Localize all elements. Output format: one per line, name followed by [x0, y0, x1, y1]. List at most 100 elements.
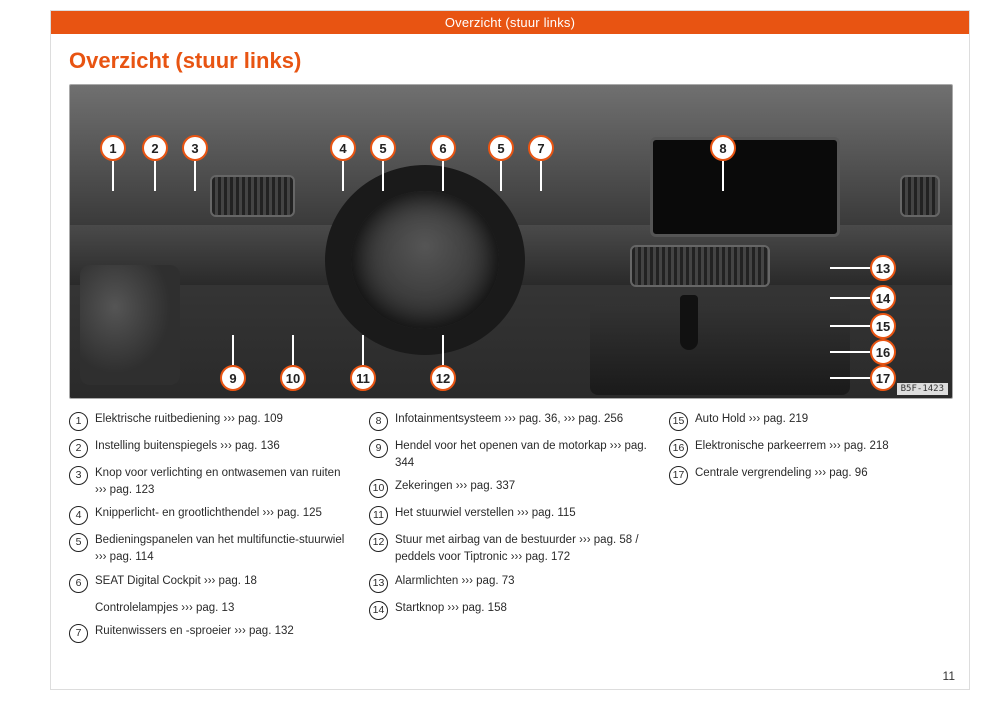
leader-line	[442, 161, 444, 191]
legend-number: 5	[69, 533, 88, 552]
legend-text: Stuur met airbag van de bestuurder ››› p…	[395, 532, 651, 565]
legend-item-13: 13 Alarmlichten ››› pag. 73	[369, 573, 651, 593]
leader-line	[722, 161, 724, 191]
legend-col-1: 1 Elektrische ruitbediening ››› pag. 109 2…	[69, 411, 351, 650]
legend-text: Het stuurwiel verstellen ››› pag. 115	[395, 505, 576, 522]
legend-item-17: 17 Centrale vergrendeling ››› pag. 96	[669, 465, 951, 485]
legend-text: Ruitenwissers en -sproeier ››› pag. 132	[95, 623, 294, 640]
legend-item-14: 14 Startknop ››› pag. 158	[369, 600, 651, 620]
callout-9: 9	[220, 365, 246, 391]
door-panel	[80, 265, 180, 385]
callout-6: 6	[430, 135, 456, 161]
page-title: Overzicht (stuur links)	[51, 34, 969, 84]
page-number: 11	[943, 669, 955, 683]
legend-number: 4	[69, 506, 88, 525]
legend-text: Hendel voor het openen van de motorkap ›…	[395, 438, 651, 471]
legend-item-10: 10 Zekeringen ››› pag. 337	[369, 478, 651, 498]
legend-columns: 1 Elektrische ruitbediening ››› pag. 109 2…	[51, 399, 969, 650]
leader-line	[232, 335, 234, 365]
gear-lever	[680, 295, 698, 350]
legend-col-3: 15 Auto Hold ››› pag. 219 16 Elektronische …	[669, 411, 951, 650]
air-vent-center	[630, 245, 770, 287]
legend-text: Alarmlichten ››› pag. 73	[395, 573, 515, 590]
legend-text: Auto Hold ››› pag. 219	[695, 411, 808, 428]
legend-number: 16	[669, 439, 688, 458]
legend-number: 7	[69, 624, 88, 643]
leader-line	[362, 335, 364, 365]
legend-number: 10	[369, 479, 388, 498]
legend-item-16: 16 Elektronische parkeerrem ››› pag. 218	[669, 438, 951, 458]
steering-wheel	[325, 165, 525, 355]
legend-number: 17	[669, 466, 688, 485]
legend-item-3: 3 Knop voor verlichting en ontwasemen van…	[69, 465, 351, 498]
legend-number: 8	[369, 412, 388, 431]
legend-text: Instelling buitenspiegels ››› pag. 136	[95, 438, 280, 455]
callout-7: 7	[528, 135, 554, 161]
leader-line	[540, 161, 542, 191]
leader-line	[830, 351, 870, 353]
legend-text: Elektronische parkeerrem ››› pag. 218	[695, 438, 889, 455]
leader-line	[830, 377, 870, 379]
legend-item-7: 7 Ruitenwissers en -sproeier ››› pag. 132	[69, 623, 351, 643]
legend-item-4: 4 Knipperlicht- en grootlichthendel ››› p…	[69, 505, 351, 525]
legend-item-2: 2 Instelling buitenspiegels ››› pag. 136	[69, 438, 351, 458]
leader-line	[830, 267, 870, 269]
dashboard-figure: B5F-1423 12345657891011121314151617	[69, 84, 953, 399]
leader-line	[382, 161, 384, 191]
callout-17: 17	[870, 365, 896, 391]
legend-number: 6	[69, 574, 88, 593]
manual-page: Overzicht (stuur links) Overzicht (stuur…	[50, 10, 970, 690]
section-header: Overzicht (stuur links)	[51, 11, 969, 34]
legend-text: Startknop ››› pag. 158	[395, 600, 507, 617]
legend-text: Knipperlicht- en grootlichthendel ››› pa…	[95, 505, 322, 522]
legend-number: 14	[369, 601, 388, 620]
callout-1: 1	[100, 135, 126, 161]
air-vent-left	[210, 175, 295, 217]
callout-12: 12	[430, 365, 456, 391]
legend-number: 2	[69, 439, 88, 458]
leader-line	[500, 161, 502, 191]
figure-code: B5F-1423	[897, 383, 948, 395]
legend-item-9: 9 Hendel voor het openen van de motorkap …	[369, 438, 651, 471]
legend-text: Controlelampjes ››› pag. 13	[95, 600, 234, 617]
callout-15: 15	[870, 313, 896, 339]
legend-item-8: 8 Infotainmentsysteem ››› pag. 36, ››› pa…	[369, 411, 651, 431]
legend-number: 11	[369, 506, 388, 525]
legend-number: 9	[369, 439, 388, 458]
legend-number: 12	[369, 533, 388, 552]
leader-line	[830, 325, 870, 327]
infotainment-screen	[650, 137, 840, 237]
callout-3: 3	[182, 135, 208, 161]
legend-text: SEAT Digital Cockpit ››› pag. 18	[95, 573, 257, 590]
callout-14: 14	[870, 285, 896, 311]
legend-number: 15	[669, 412, 688, 431]
legend-col-2: 8 Infotainmentsysteem ››› pag. 36, ››› pa…	[369, 411, 651, 650]
leader-line	[342, 161, 344, 191]
legend-text: Centrale vergrendeling ››› pag. 96	[695, 465, 868, 482]
legend-number: 3	[69, 466, 88, 485]
callout-2: 2	[142, 135, 168, 161]
legend-text: Elektrische ruitbediening ››› pag. 109	[95, 411, 283, 428]
leader-line	[194, 161, 196, 191]
legend-text: Infotainmentsysteem ››› pag. 36, ››› pag…	[395, 411, 623, 428]
leader-line	[442, 335, 444, 365]
callout-10: 10	[280, 365, 306, 391]
legend-text: Knop voor verlichting en ontwasemen van …	[95, 465, 351, 498]
leader-line	[830, 297, 870, 299]
callout-11: 11	[350, 365, 376, 391]
legend-number: 13	[369, 574, 388, 593]
leader-line	[154, 161, 156, 191]
callout-8: 8	[710, 135, 736, 161]
legend-item-5: 5 Bedieningspanelen van het multifunctie-…	[69, 532, 351, 565]
legend-text: Bedieningspanelen van het multifunctie-s…	[95, 532, 351, 565]
callout-5: 5	[370, 135, 396, 161]
legend-item-15: 15 Auto Hold ››› pag. 219	[669, 411, 951, 431]
callout-16: 16	[870, 339, 896, 365]
center-console	[590, 305, 850, 395]
callout-5: 5	[488, 135, 514, 161]
air-vent-right	[900, 175, 940, 217]
legend-item-6: 6 SEAT Digital Cockpit ››› pag. 18	[69, 573, 351, 593]
legend-item-sub: Controlelampjes ››› pag. 13	[95, 600, 351, 617]
legend-number: 1	[69, 412, 88, 431]
legend-text: Zekeringen ››› pag. 337	[395, 478, 515, 495]
